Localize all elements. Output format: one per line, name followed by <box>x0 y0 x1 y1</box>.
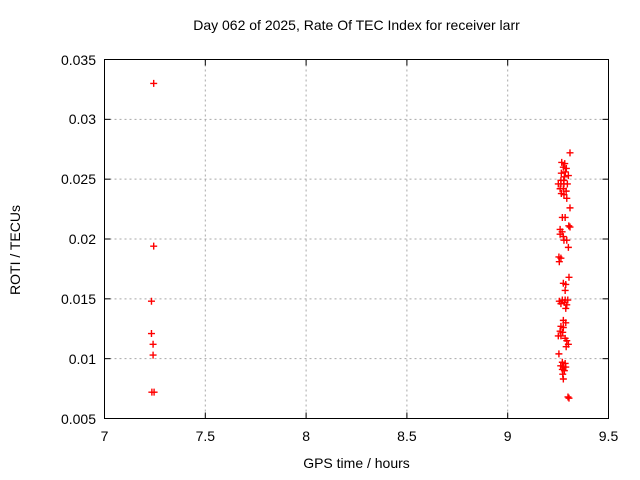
y-tick-label: 0.015 <box>60 290 96 307</box>
y-tick-label: 0.01 <box>68 350 96 367</box>
y-tick-label: 0.005 <box>60 410 96 427</box>
y-tick-label: 0.035 <box>60 51 96 68</box>
plot-area <box>104 59 609 419</box>
y-tick-label: 0.03 <box>68 111 96 128</box>
plot-border <box>104 59 609 419</box>
x-axis-label: GPS time / hours <box>303 455 410 471</box>
scatter-points <box>147 79 574 402</box>
x-tick-label: 8.5 <box>397 428 417 444</box>
x-tick-label: 9 <box>503 428 512 444</box>
y-tick-label: 0.025 <box>60 171 96 188</box>
x-tick-label: 9.5 <box>598 428 619 444</box>
y-tick-label: 0.02 <box>68 231 96 247</box>
chart-title: Day 062 of 2025, Rate Of TEC Index for r… <box>193 17 520 33</box>
x-tick-label: 7 <box>100 428 109 444</box>
grid-lines <box>104 59 609 419</box>
x-tick-label: 7.5 <box>195 428 216 444</box>
x-tick-label: 8 <box>302 428 310 444</box>
